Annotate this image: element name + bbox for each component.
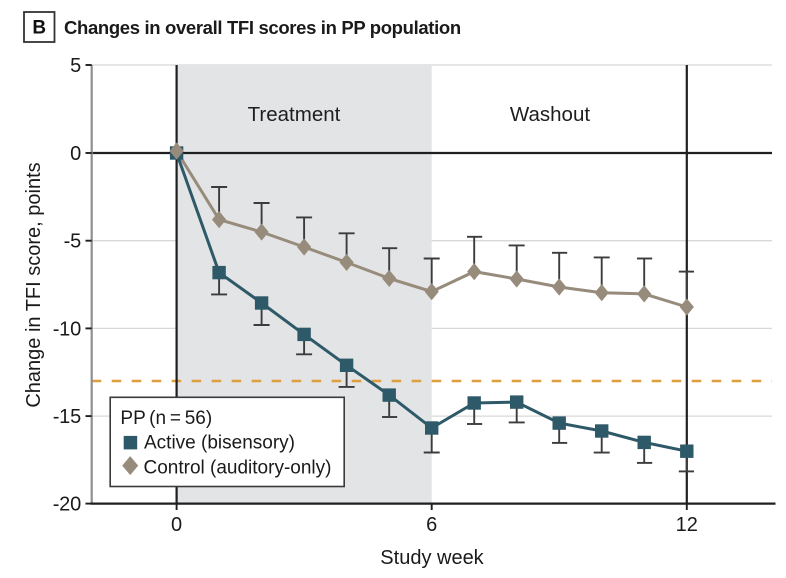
svg-text:Active (bisensory): Active (bisensory) bbox=[144, 433, 295, 454]
svg-text:6: 6 bbox=[426, 514, 437, 536]
svg-text:Control (auditory-only): Control (auditory-only) bbox=[144, 457, 332, 478]
svg-text:12: 12 bbox=[676, 514, 698, 536]
svg-text:Treatment: Treatment bbox=[248, 103, 341, 126]
svg-text:0: 0 bbox=[171, 514, 182, 536]
svg-text:0: 0 bbox=[70, 143, 81, 165]
svg-text:-20: -20 bbox=[53, 494, 81, 516]
svg-text:Changes in overall TFI scores: Changes in overall TFI scores in PP popu… bbox=[64, 17, 461, 38]
svg-text:-15: -15 bbox=[53, 406, 81, 428]
svg-text:B: B bbox=[32, 18, 46, 39]
svg-text:Washout: Washout bbox=[510, 103, 590, 126]
svg-text:Study week: Study week bbox=[380, 547, 484, 569]
svg-text:-10: -10 bbox=[53, 318, 81, 340]
svg-text:-5: -5 bbox=[64, 231, 81, 253]
svg-text:PP (n = 56): PP (n = 56) bbox=[120, 408, 212, 429]
svg-text:Change in TFI score, points: Change in TFI score, points bbox=[23, 162, 45, 407]
svg-text:5: 5 bbox=[70, 55, 81, 77]
